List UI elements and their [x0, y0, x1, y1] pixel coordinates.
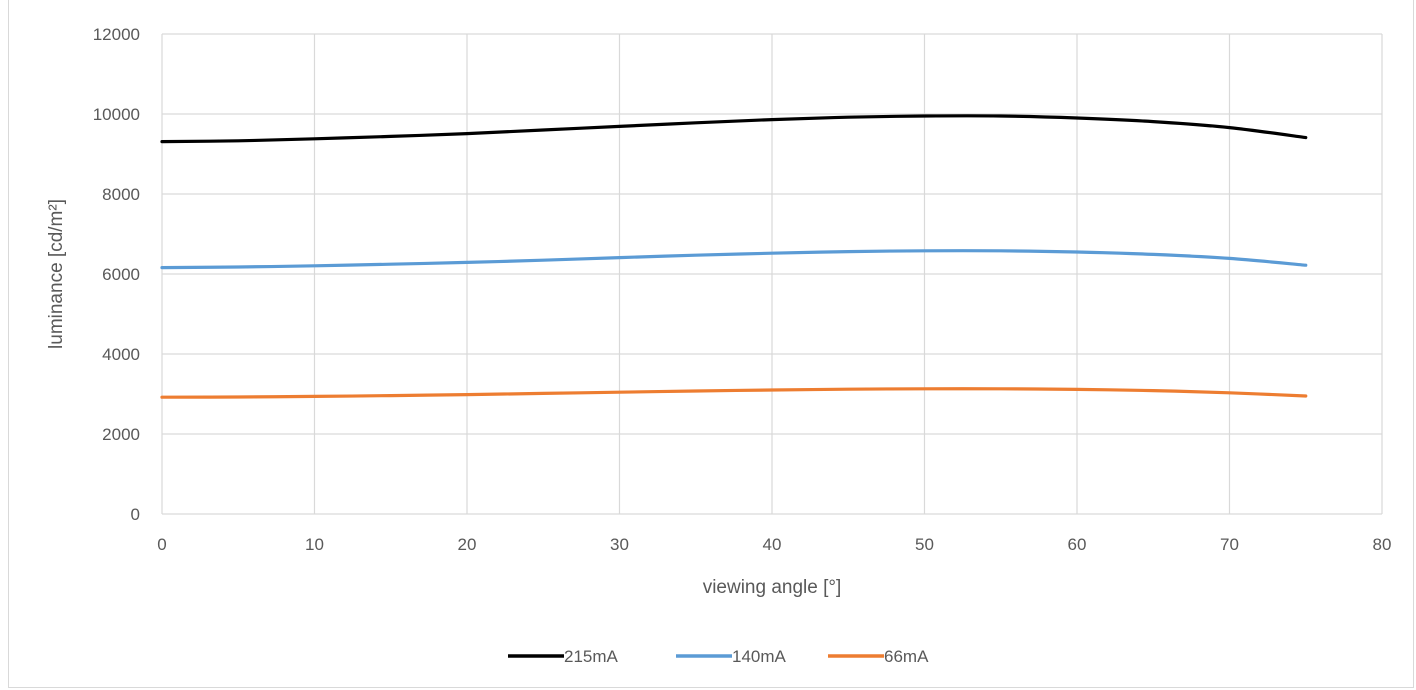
y-tick-label: 2000: [102, 425, 140, 444]
y-axis-title: luminance [cd/m²]: [46, 199, 67, 349]
x-tick-label: 80: [1373, 535, 1392, 554]
y-tick-label: 6000: [102, 265, 140, 284]
x-tick-label: 70: [1220, 535, 1239, 554]
y-tick-label: 12000: [93, 25, 140, 44]
x-tick-label: 40: [763, 535, 782, 554]
x-tick-label: 50: [915, 535, 934, 554]
x-tick-label: 20: [458, 535, 477, 554]
tick-labels: 0 2000 4000 6000 8000 10000 12000 0 10 20 30 40 50 60…: [93, 25, 1392, 554]
x-tick-label: 60: [1068, 535, 1087, 554]
legend-label-140mA: 140mA: [732, 647, 787, 666]
y-tick-label: 10000: [93, 105, 140, 124]
series-line-140mA: [160, 249, 1308, 270]
chart-frame: [8, 0, 1414, 688]
legend: 215mA 140mA 66mA: [508, 647, 929, 666]
x-tick-label: 0: [157, 535, 166, 554]
y-tick-label: 8000: [102, 185, 140, 204]
series-line-66mA: [160, 387, 1308, 399]
series-line-215mA: [160, 114, 1308, 144]
x-axis-title: viewing angle [°]: [703, 577, 842, 598]
gridlines: [161, 33, 1383, 515]
legend-label-215mA: 215mA: [564, 647, 619, 666]
x-tick-label: 30: [610, 535, 629, 554]
y-tick-label: 0: [131, 505, 140, 524]
series-lines: [160, 114, 1308, 399]
y-tick-label: 4000: [102, 345, 140, 364]
legend-label-66mA: 66mA: [884, 647, 929, 666]
x-tick-label: 10: [305, 535, 324, 554]
